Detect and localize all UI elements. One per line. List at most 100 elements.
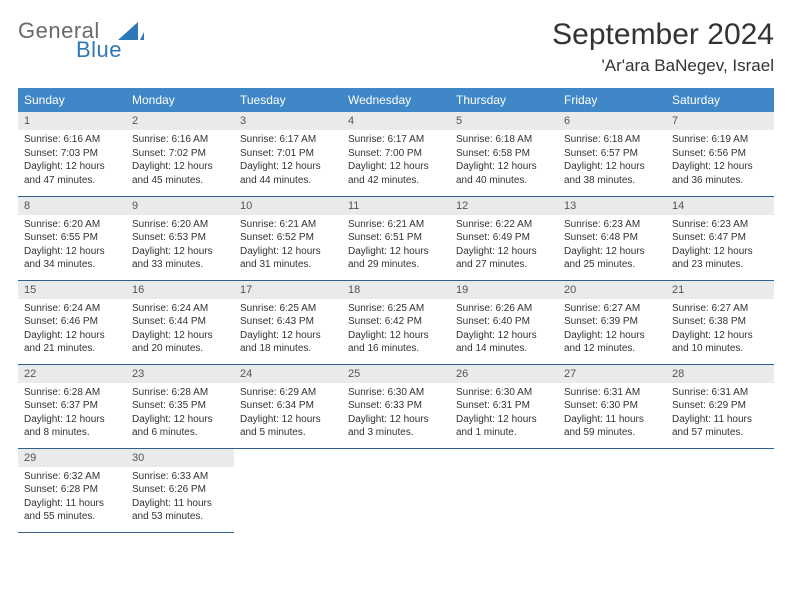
- daylight-line: Daylight: 12 hours and 6 minutes.: [132, 413, 228, 440]
- sunset-line: Sunset: 6:52 PM: [240, 231, 336, 245]
- daylight-line: Daylight: 12 hours and 1 minute.: [456, 413, 552, 440]
- calendar-week-row: 29Sunrise: 6:32 AMSunset: 6:28 PMDayligh…: [18, 448, 774, 532]
- day-number: 8: [18, 197, 126, 215]
- sunrise-line: Sunrise: 6:25 AM: [348, 302, 444, 316]
- sunrise-line: Sunrise: 6:26 AM: [456, 302, 552, 316]
- daylight-line: Daylight: 12 hours and 12 minutes.: [564, 329, 660, 356]
- sunrise-line: Sunrise: 6:17 AM: [240, 133, 336, 147]
- sunset-line: Sunset: 7:01 PM: [240, 147, 336, 161]
- day-body: Sunrise: 6:18 AMSunset: 6:57 PMDaylight:…: [558, 130, 666, 191]
- sunrise-line: Sunrise: 6:25 AM: [240, 302, 336, 316]
- day-number: 5: [450, 112, 558, 130]
- day-body: Sunrise: 6:16 AMSunset: 7:02 PMDaylight:…: [126, 130, 234, 191]
- daylight-line: Daylight: 12 hours and 47 minutes.: [24, 160, 120, 187]
- day-number: 13: [558, 197, 666, 215]
- sunset-line: Sunset: 7:02 PM: [132, 147, 228, 161]
- day-number: 4: [342, 112, 450, 130]
- day-body: Sunrise: 6:18 AMSunset: 6:58 PMDaylight:…: [450, 130, 558, 191]
- location: 'Ar'ara BaNegev, Israel: [552, 56, 774, 76]
- sunrise-line: Sunrise: 6:16 AM: [132, 133, 228, 147]
- calendar-week-row: 8Sunrise: 6:20 AMSunset: 6:55 PMDaylight…: [18, 196, 774, 280]
- calendar-cell: [450, 448, 558, 532]
- weekday-header-row: Sunday Monday Tuesday Wednesday Thursday…: [18, 88, 774, 112]
- daylight-line: Daylight: 12 hours and 18 minutes.: [240, 329, 336, 356]
- day-number: 17: [234, 281, 342, 299]
- daylight-line: Daylight: 12 hours and 29 minutes.: [348, 245, 444, 272]
- calendar-cell: 28Sunrise: 6:31 AMSunset: 6:29 PMDayligh…: [666, 364, 774, 448]
- calendar-cell: 17Sunrise: 6:25 AMSunset: 6:43 PMDayligh…: [234, 280, 342, 364]
- day-number: 9: [126, 197, 234, 215]
- weekday-header: Sunday: [18, 88, 126, 112]
- calendar-cell: [558, 448, 666, 532]
- daylight-line: Daylight: 12 hours and 38 minutes.: [564, 160, 660, 187]
- sunset-line: Sunset: 7:00 PM: [348, 147, 444, 161]
- day-number: 1: [18, 112, 126, 130]
- sunrise-line: Sunrise: 6:28 AM: [24, 386, 120, 400]
- sunset-line: Sunset: 6:26 PM: [132, 483, 228, 497]
- calendar-cell: 15Sunrise: 6:24 AMSunset: 6:46 PMDayligh…: [18, 280, 126, 364]
- calendar-cell: [666, 448, 774, 532]
- day-body: Sunrise: 6:28 AMSunset: 6:35 PMDaylight:…: [126, 383, 234, 444]
- sunset-line: Sunset: 6:33 PM: [348, 399, 444, 413]
- sunset-line: Sunset: 7:03 PM: [24, 147, 120, 161]
- daylight-line: Daylight: 12 hours and 31 minutes.: [240, 245, 336, 272]
- daylight-line: Daylight: 12 hours and 27 minutes.: [456, 245, 552, 272]
- sunrise-line: Sunrise: 6:20 AM: [132, 218, 228, 232]
- day-number: 25: [342, 365, 450, 383]
- sunrise-line: Sunrise: 6:18 AM: [564, 133, 660, 147]
- daylight-line: Daylight: 12 hours and 44 minutes.: [240, 160, 336, 187]
- day-body: Sunrise: 6:24 AMSunset: 6:44 PMDaylight:…: [126, 299, 234, 360]
- daylight-line: Daylight: 12 hours and 45 minutes.: [132, 160, 228, 187]
- sunset-line: Sunset: 6:58 PM: [456, 147, 552, 161]
- day-number: 3: [234, 112, 342, 130]
- sail-icon: [118, 22, 144, 42]
- calendar-cell: 19Sunrise: 6:26 AMSunset: 6:40 PMDayligh…: [450, 280, 558, 364]
- calendar-cell: 20Sunrise: 6:27 AMSunset: 6:39 PMDayligh…: [558, 280, 666, 364]
- logo-word-blue: Blue: [76, 37, 122, 63]
- day-body: Sunrise: 6:26 AMSunset: 6:40 PMDaylight:…: [450, 299, 558, 360]
- sunset-line: Sunset: 6:44 PM: [132, 315, 228, 329]
- calendar-table: Sunday Monday Tuesday Wednesday Thursday…: [18, 88, 774, 533]
- day-number: 18: [342, 281, 450, 299]
- sunset-line: Sunset: 6:48 PM: [564, 231, 660, 245]
- day-number: 27: [558, 365, 666, 383]
- day-number: 26: [450, 365, 558, 383]
- sunset-line: Sunset: 6:47 PM: [672, 231, 768, 245]
- sunrise-line: Sunrise: 6:27 AM: [564, 302, 660, 316]
- sunrise-line: Sunrise: 6:28 AM: [132, 386, 228, 400]
- day-body: Sunrise: 6:21 AMSunset: 6:51 PMDaylight:…: [342, 215, 450, 276]
- daylight-line: Daylight: 12 hours and 34 minutes.: [24, 245, 120, 272]
- day-number: 7: [666, 112, 774, 130]
- day-body: Sunrise: 6:23 AMSunset: 6:47 PMDaylight:…: [666, 215, 774, 276]
- sunrise-line: Sunrise: 6:27 AM: [672, 302, 768, 316]
- day-number: 16: [126, 281, 234, 299]
- sunrise-line: Sunrise: 6:30 AM: [456, 386, 552, 400]
- day-body: Sunrise: 6:25 AMSunset: 6:42 PMDaylight:…: [342, 299, 450, 360]
- calendar-cell: 4Sunrise: 6:17 AMSunset: 7:00 PMDaylight…: [342, 112, 450, 196]
- calendar-cell: 29Sunrise: 6:32 AMSunset: 6:28 PMDayligh…: [18, 448, 126, 532]
- sunset-line: Sunset: 6:51 PM: [348, 231, 444, 245]
- weekday-header: Friday: [558, 88, 666, 112]
- day-number: 19: [450, 281, 558, 299]
- daylight-line: Daylight: 12 hours and 14 minutes.: [456, 329, 552, 356]
- sunrise-line: Sunrise: 6:31 AM: [564, 386, 660, 400]
- day-body: Sunrise: 6:33 AMSunset: 6:26 PMDaylight:…: [126, 467, 234, 528]
- calendar-cell: [234, 448, 342, 532]
- daylight-line: Daylight: 11 hours and 55 minutes.: [24, 497, 120, 524]
- day-number: 14: [666, 197, 774, 215]
- calendar-cell: 23Sunrise: 6:28 AMSunset: 6:35 PMDayligh…: [126, 364, 234, 448]
- day-number: 2: [126, 112, 234, 130]
- weekday-header: Saturday: [666, 88, 774, 112]
- day-number: 21: [666, 281, 774, 299]
- calendar-cell: 22Sunrise: 6:28 AMSunset: 6:37 PMDayligh…: [18, 364, 126, 448]
- day-number: 6: [558, 112, 666, 130]
- calendar-cell: 12Sunrise: 6:22 AMSunset: 6:49 PMDayligh…: [450, 196, 558, 280]
- day-body: Sunrise: 6:29 AMSunset: 6:34 PMDaylight:…: [234, 383, 342, 444]
- calendar-cell: 14Sunrise: 6:23 AMSunset: 6:47 PMDayligh…: [666, 196, 774, 280]
- sunrise-line: Sunrise: 6:21 AM: [240, 218, 336, 232]
- calendar-cell: 5Sunrise: 6:18 AMSunset: 6:58 PMDaylight…: [450, 112, 558, 196]
- logo: General Blue: [18, 18, 100, 44]
- sunset-line: Sunset: 6:30 PM: [564, 399, 660, 413]
- calendar-cell: 16Sunrise: 6:24 AMSunset: 6:44 PMDayligh…: [126, 280, 234, 364]
- daylight-line: Daylight: 12 hours and 20 minutes.: [132, 329, 228, 356]
